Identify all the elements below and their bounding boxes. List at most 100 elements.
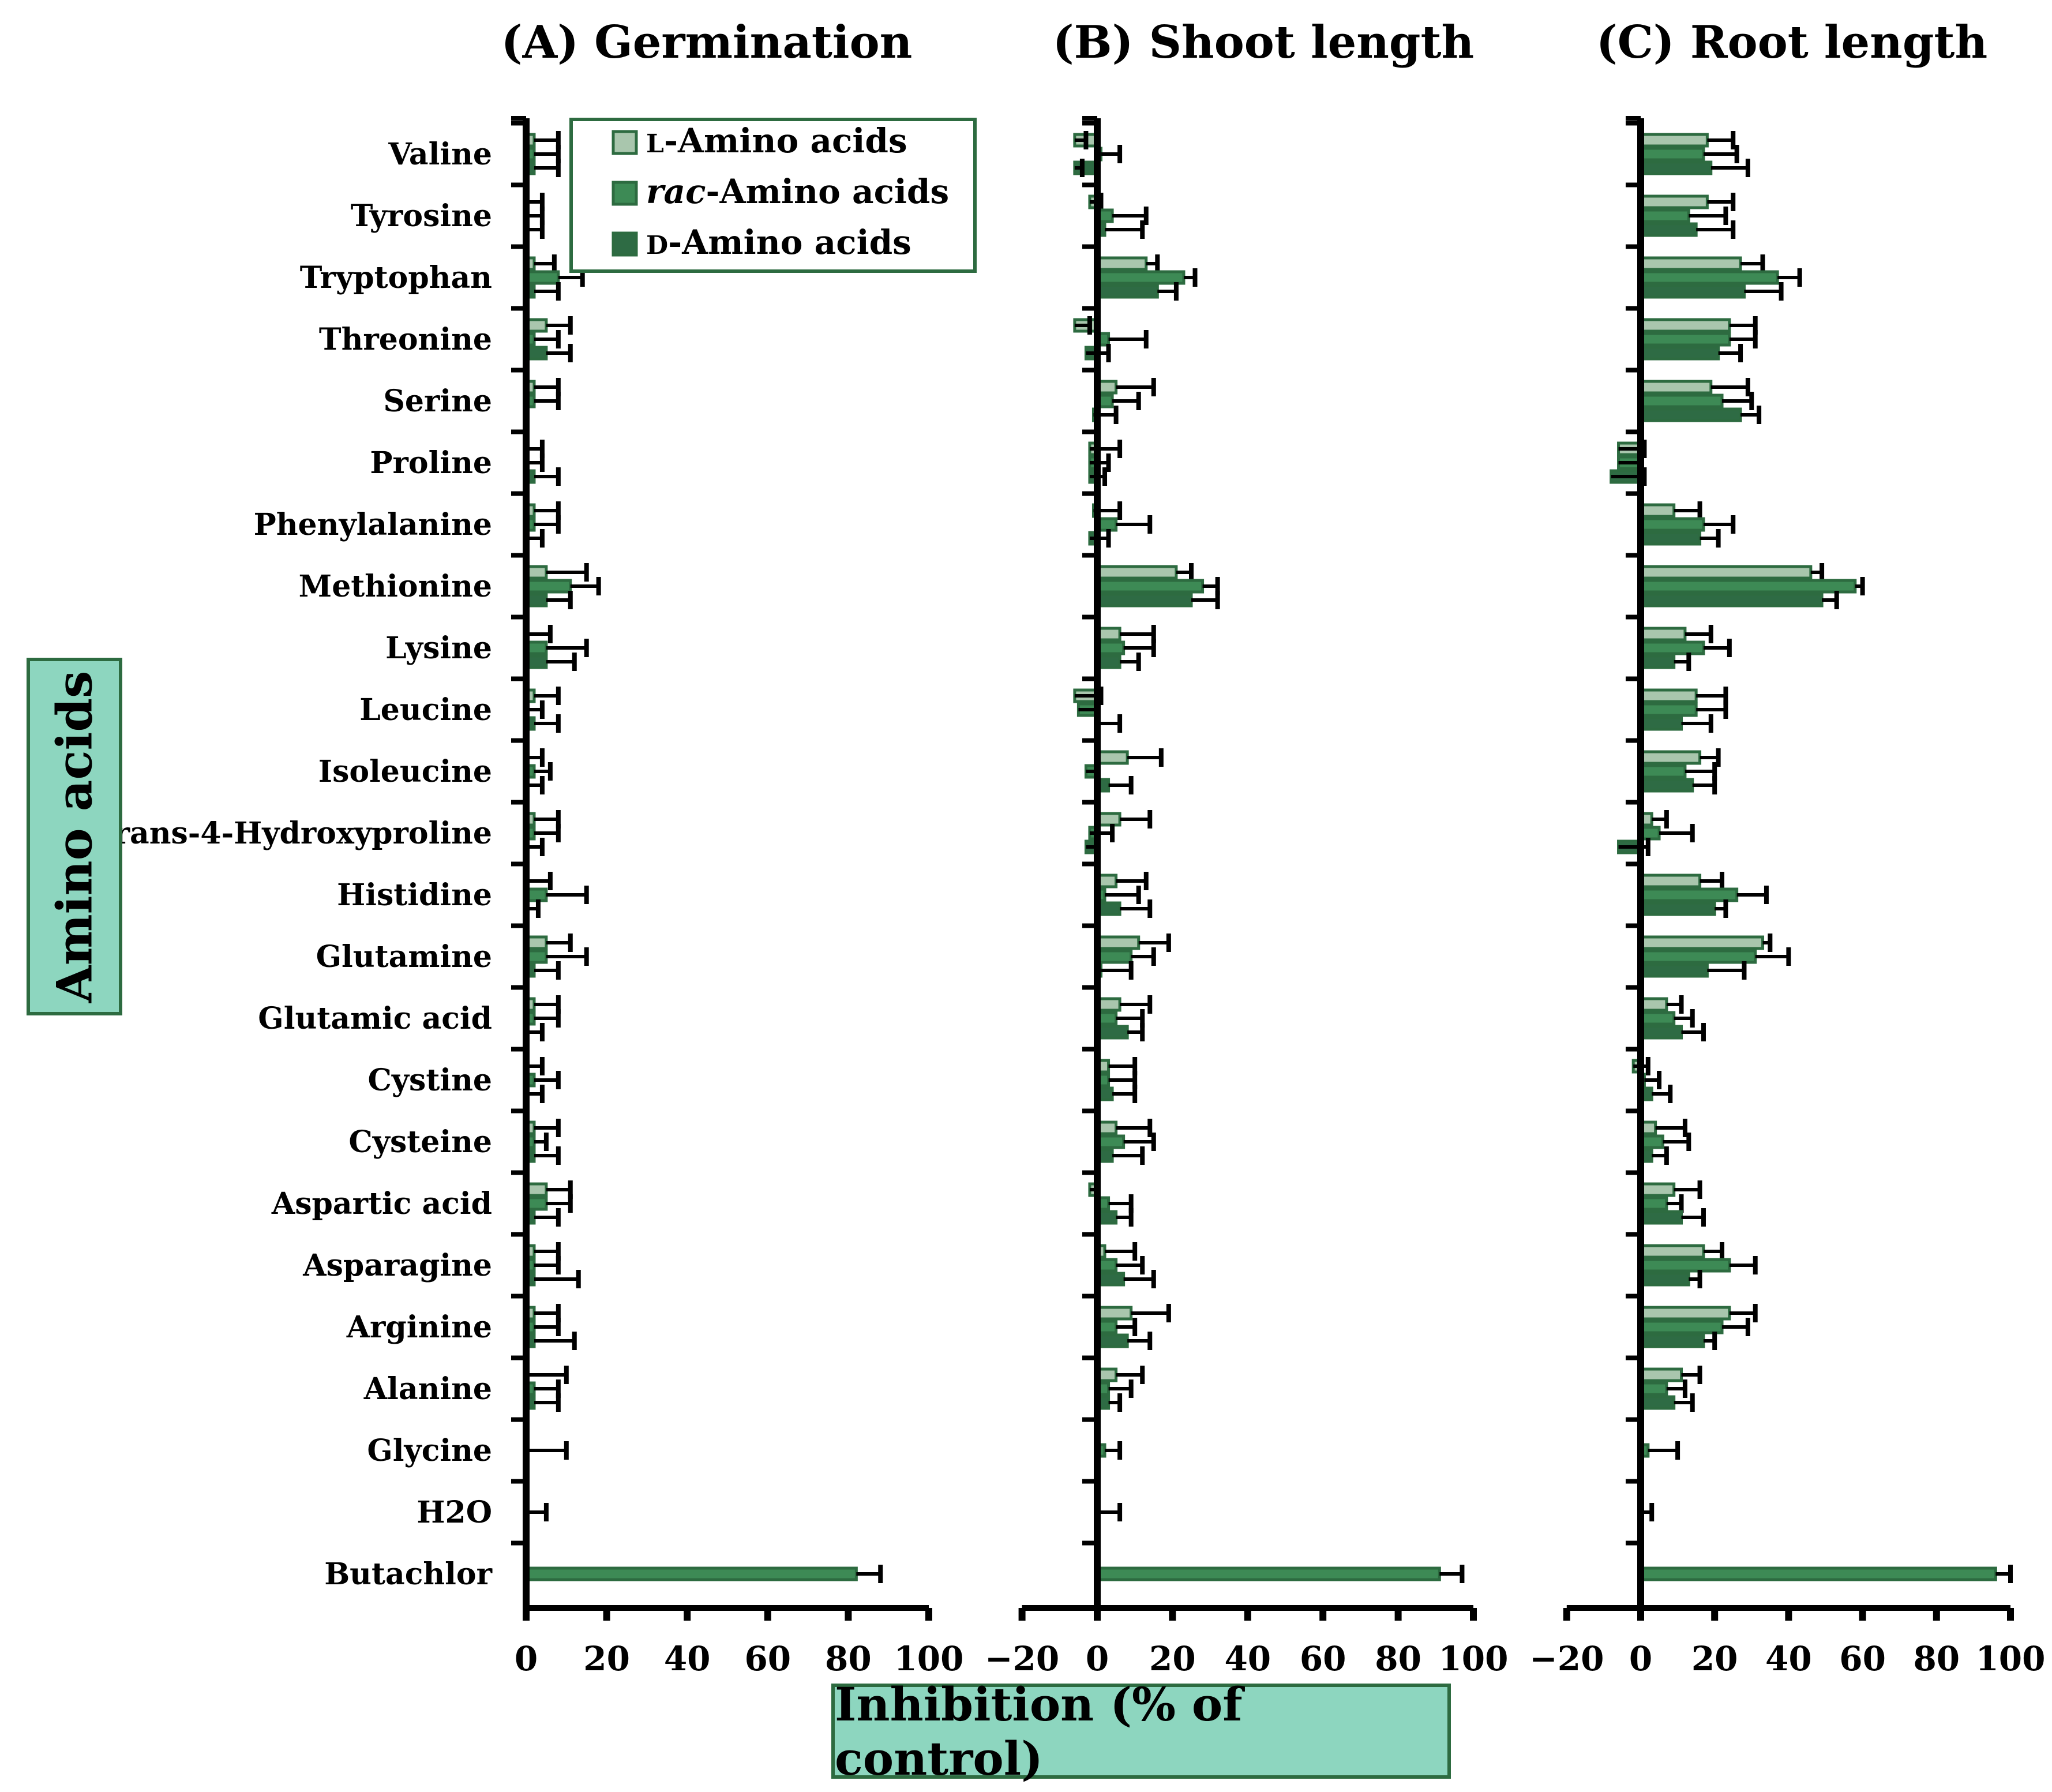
bar-l (1639, 627, 1687, 642)
category-label: Valine (388, 137, 492, 172)
x-tick-label: 60 (1300, 1639, 1346, 1678)
bar-d (1639, 963, 1709, 978)
bar-d (1639, 531, 1702, 546)
x-tick-label: 100 (1975, 1639, 2045, 1678)
category-label: Leucine (359, 692, 492, 728)
category-label: Cysteine (348, 1124, 492, 1160)
bar-rac (1096, 949, 1133, 964)
bar-rac (1639, 764, 1687, 779)
bar-rac (524, 579, 572, 594)
bar-l (1639, 688, 1698, 703)
panel-b: (B) Shoot length −20 0 20 40 60 80 100 (985, 16, 1509, 1678)
bar-rac (1639, 1381, 1668, 1396)
category-label: Cystine (367, 1063, 492, 1098)
bar-d (1639, 1333, 1705, 1348)
x-tick-label: 0 (515, 1639, 538, 1678)
category-label: Serine (383, 384, 492, 419)
bar-rac (524, 270, 560, 285)
bar-rac (1639, 579, 1857, 594)
bar-rac (1639, 1566, 1997, 1581)
x-tick-label: 40 (1765, 1639, 1812, 1678)
x-tick-label: −20 (985, 1639, 1059, 1678)
bar-rac (1639, 208, 1690, 223)
category-label: trans-4-Hydroxyproline (100, 816, 492, 851)
bar-d (1096, 593, 1193, 608)
panel-c: (C) Root length −20 0 20 40 60 80 100 (1529, 16, 2045, 1678)
category-label: Asparagine (302, 1248, 492, 1283)
bar-d (1639, 593, 1824, 608)
bar-l (1639, 1182, 1676, 1197)
x-tick-label: 100 (894, 1639, 963, 1678)
category-label: Lysine (385, 631, 492, 666)
bar-rac (1639, 517, 1705, 532)
legend-suffix: -Amino acids (668, 223, 911, 262)
bar-rac (1639, 1319, 1724, 1334)
bar-rac (1639, 1011, 1676, 1026)
bar-l (1639, 194, 1709, 209)
panel-title: (B) Shoot length (1053, 16, 1474, 69)
bar-rac (1639, 270, 1779, 285)
legend-suffix: -Amino acids (664, 121, 907, 160)
bar-l (1639, 935, 1765, 950)
bar-d (1639, 346, 1720, 361)
bar-d (1639, 654, 1676, 669)
bar-rac (1096, 579, 1205, 594)
legend-label-rac: rac-Amino acids (646, 172, 949, 211)
panel-title: (A) Germination (501, 16, 913, 69)
category-label: Histidine (337, 878, 492, 913)
category-label: Glutamic acid (258, 1001, 492, 1036)
x-axis-label-box: Inhibition (% of control) (831, 1677, 1451, 1786)
category-label: Threonine (319, 322, 492, 357)
bar-d (1639, 222, 1698, 237)
bar-d (1096, 1025, 1129, 1040)
category-label: Glycine (367, 1433, 492, 1468)
bar-d (1639, 1210, 1683, 1225)
bar-d (1639, 901, 1716, 916)
bar-d (1639, 284, 1746, 299)
bar-l (1639, 1306, 1731, 1321)
legend-prefix: L (646, 129, 664, 159)
bar-d (1639, 778, 1694, 793)
bar-l (1096, 750, 1129, 765)
bar-d (1096, 1272, 1126, 1287)
panel-title: (C) Root length (1596, 16, 1987, 69)
bar-d (1639, 1395, 1676, 1410)
bar-rac (1639, 1196, 1668, 1211)
bar-rac (1639, 393, 1724, 408)
bar-l (1639, 503, 1676, 518)
bar-d (1639, 716, 1683, 731)
category-label: Arginine (346, 1310, 492, 1345)
bar-rac (1639, 332, 1731, 347)
bar-rac (1639, 949, 1757, 964)
bar-l (1639, 380, 1713, 395)
legend-swatch-rac (612, 181, 638, 206)
x-tick-label: 40 (664, 1639, 711, 1678)
panel-a: (A) Germination Valine Tyrosine Tryptophan T… (100, 16, 964, 1678)
x-tick-label: 40 (1224, 1639, 1271, 1678)
x-tick-label: 60 (1839, 1639, 1886, 1678)
bar-l (1096, 256, 1148, 271)
bar-d (1639, 407, 1742, 422)
bar-l (1639, 565, 1813, 580)
bar-l (1096, 935, 1141, 950)
x-tick-label: 80 (825, 1639, 872, 1678)
x-tick-label: 100 (1438, 1639, 1508, 1678)
category-label: Glutamine (316, 939, 492, 974)
legend-swatch-d (612, 231, 638, 257)
bar-rac (524, 1566, 858, 1581)
category-label: Butachlor (324, 1557, 492, 1592)
bar-l (1096, 1306, 1133, 1321)
x-tick-label: 0 (1629, 1639, 1652, 1678)
bar-d (1639, 1272, 1690, 1287)
bar-l (1639, 873, 1702, 888)
legend-swatch-l (612, 130, 638, 155)
category-label: Alanine (363, 1371, 492, 1407)
x-tick-label: 80 (1375, 1639, 1421, 1678)
legend-box (569, 118, 977, 273)
bar-d (1639, 160, 1713, 175)
y-axis-label-box: Amino acids (27, 658, 122, 1015)
bar-rac (1639, 1258, 1731, 1273)
bar-rac (1639, 702, 1698, 717)
